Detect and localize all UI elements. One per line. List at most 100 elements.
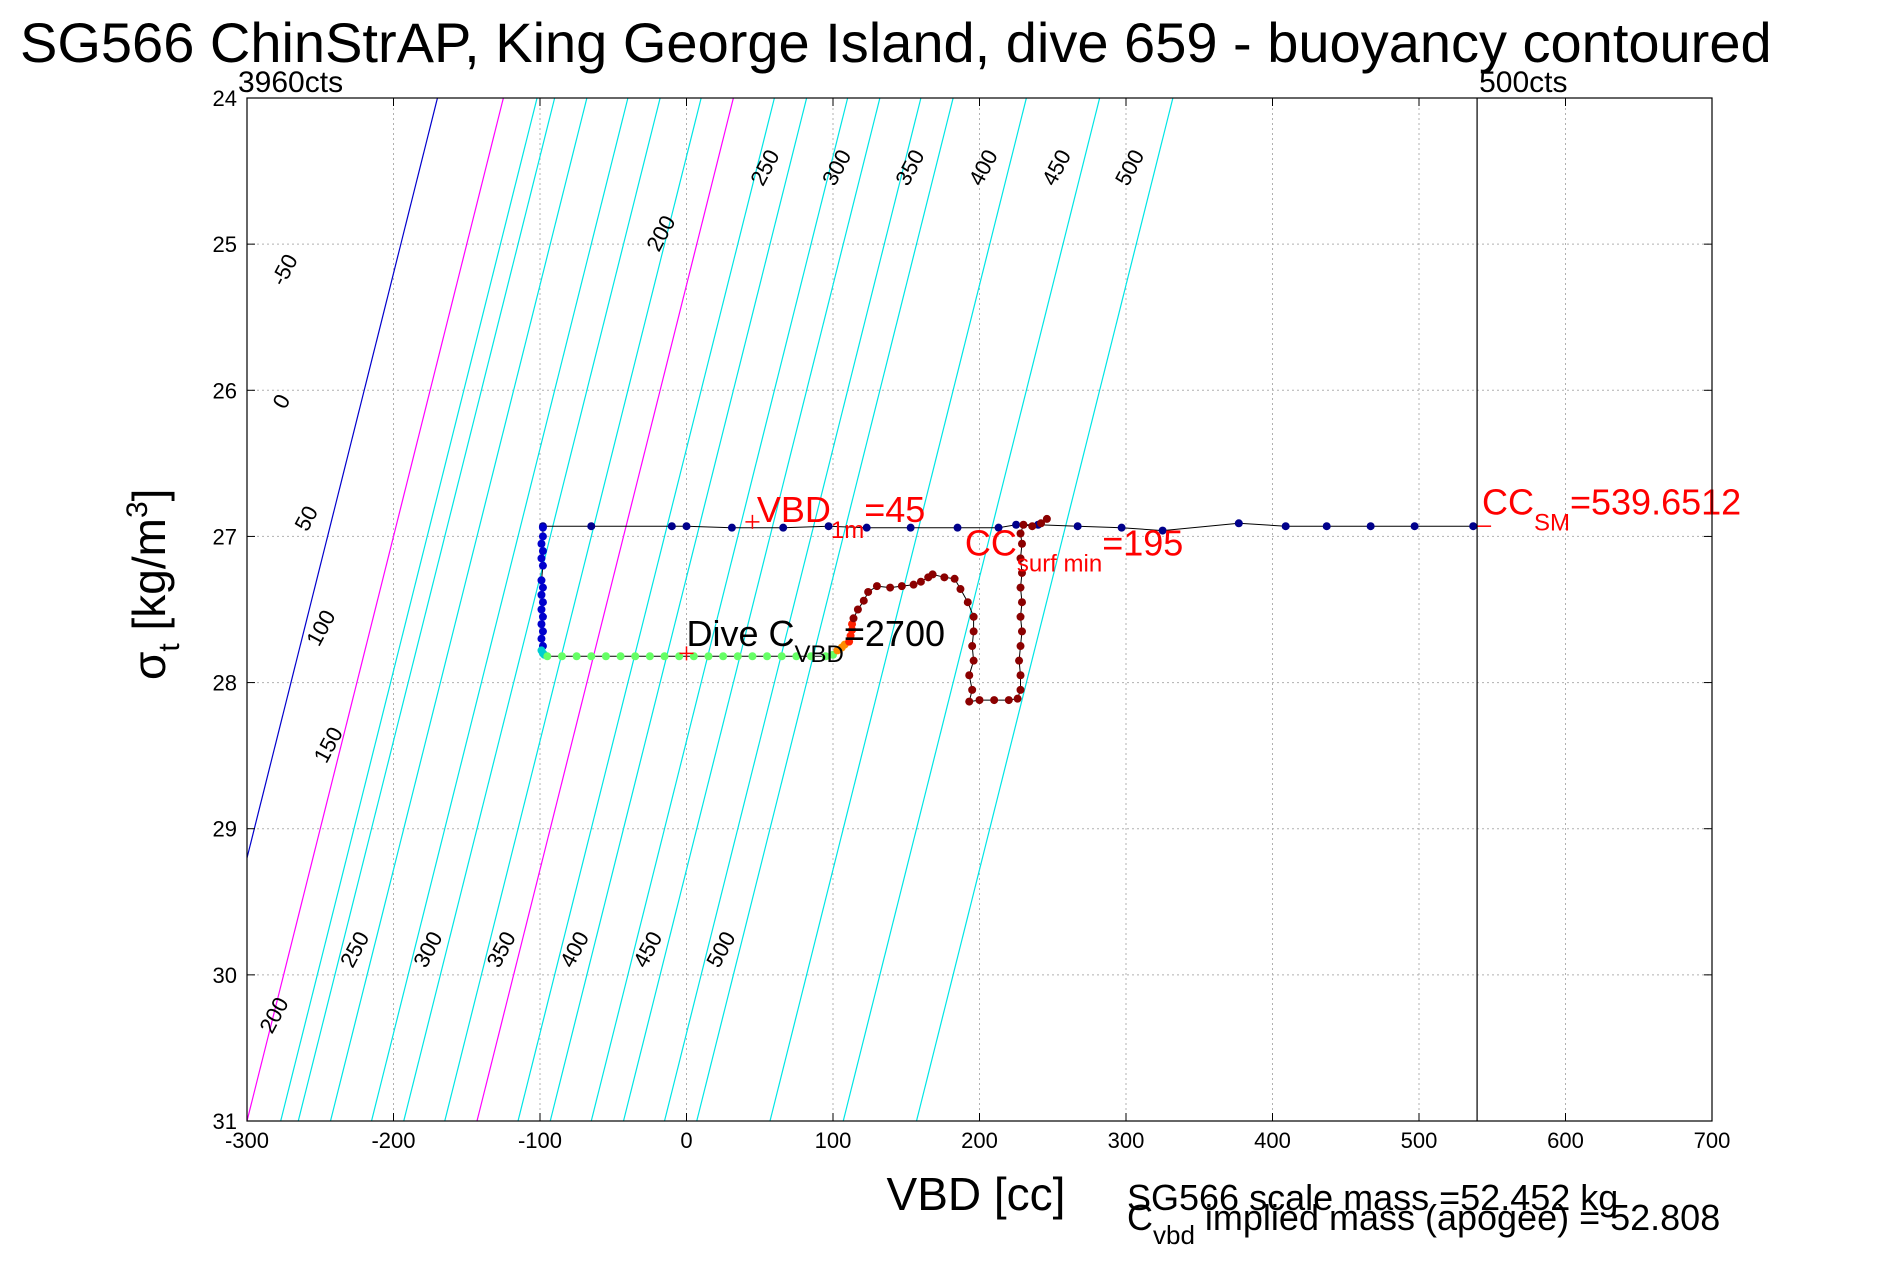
y-axis-unit-sup: 3 [121, 501, 154, 518]
trace-point-apogee_green [748, 652, 757, 661]
trace-point-apogee_green [689, 652, 698, 661]
x-tick-label: 700 [1694, 1128, 1731, 1153]
contour-line-lower-2 [370, 98, 629, 1121]
contour-line-400 [769, 98, 1027, 1121]
grid [247, 98, 1712, 1121]
trace-point-climb_darkred [965, 671, 974, 680]
trace-point-descent_vertical [538, 598, 547, 607]
annotation-value: =45 [864, 489, 925, 530]
trace-point-descent_vertical [538, 612, 547, 621]
trace-point-apogee_green [792, 652, 801, 661]
footer-scale-mass: SG566 scale mass =52.452 kg [1127, 1177, 1618, 1218]
contour-line-lower-0 [247, 98, 504, 1121]
chart-title: SG566 ChinStrAP, King George Island, div… [20, 11, 1772, 74]
trace-point-climb_darkred [1016, 529, 1025, 538]
trace-point-apogee_green [807, 652, 816, 661]
trace-point-surface_descent [906, 523, 915, 532]
trace-point-apogee_green [675, 652, 684, 661]
contour-label: 250 [335, 927, 374, 971]
x-tick-label: 0 [680, 1128, 692, 1153]
trace-point-apogee_green [645, 652, 654, 661]
dive-trace [537, 514, 1478, 706]
contour-label: 200 [641, 211, 680, 255]
trace-point-apogee_green [763, 652, 772, 661]
trace-point-climb_darkred [965, 697, 974, 706]
y-tick-label: 25 [213, 232, 237, 257]
trace-point-apogee_green [821, 652, 830, 661]
trace-point-descent_vertical [538, 583, 547, 592]
x-tick-label: 600 [1547, 1128, 1584, 1153]
trace-point-climb_darkred [975, 696, 984, 705]
annotation-vbd-1m: VBD1m=45 [757, 489, 925, 544]
trace-point-climb_darkred [969, 612, 978, 621]
contour-line-lower-5 [590, 98, 849, 1121]
contour-label: 150 [309, 723, 348, 767]
contour-label: 350 [890, 145, 929, 189]
trace-point-apogee_green [719, 652, 728, 661]
annotation-value: =539.6512 [1570, 482, 1741, 523]
trace-point-surface_descent [1158, 526, 1167, 535]
trace-point-surface_descent [1012, 520, 1021, 529]
footer-implied-text: implied mass (apogee) = 52.808 [1195, 1197, 1720, 1238]
y-axis-sigma: σ [123, 652, 175, 680]
x-axis-label: VBD [cc] [887, 1168, 1066, 1220]
markers [679, 514, 1492, 661]
contour-label: 350 [481, 927, 520, 971]
trace-point-surface_descent [779, 523, 788, 532]
y-tick-label: 29 [213, 817, 237, 842]
trace-point-apogee_green [660, 652, 669, 661]
trace-point-surface_descent [1410, 522, 1419, 531]
trace-point-descent_vertical [538, 561, 547, 570]
x-tick-label: -300 [225, 1128, 269, 1153]
trace-point-climb_darkred [886, 583, 895, 592]
trace-point-surface_descent [994, 523, 1003, 532]
y-axis-label: σt [kg/m3] [121, 489, 186, 680]
counts-label-left: 3960cts [238, 66, 343, 99]
contour-label: 250 [745, 145, 784, 189]
contour-label: 200 [254, 993, 293, 1037]
counts-label-right: 500cts [1479, 66, 1567, 99]
x-tick-label: 500 [1401, 1128, 1438, 1153]
contour-label: 100 [301, 606, 340, 650]
annotation-sub: SM [1534, 510, 1570, 537]
contour-line-150 [403, 98, 661, 1121]
trace-point-climb_darkred [853, 605, 862, 614]
contour-line-300 [622, 98, 881, 1121]
vbd-1m-plus [745, 514, 760, 529]
annotation-cc-surf-min: CCsurf min=195 [965, 522, 1183, 577]
footer-implied-c: C [1127, 1197, 1153, 1238]
annotation-sub: surf min [1017, 550, 1102, 577]
y-axis-unit-close: ] [123, 489, 175, 502]
y-axis-unit: [kg/m [123, 518, 175, 643]
trace-point-apogee_green [616, 652, 625, 661]
trace-point-climb_darkred [968, 685, 977, 694]
trace-point-climb_red [848, 625, 857, 634]
x-tick-label: 300 [1108, 1128, 1145, 1153]
trace-point-climb_darkred [990, 696, 999, 705]
annotation-main: Dive C [687, 613, 795, 654]
buoyancy-contours: -50 0 50 100 150 200 250 300 350 400 450 500 200 250 3… [247, 98, 1174, 1121]
trace-point-climb_darkred [1037, 519, 1046, 528]
trace-point-surface_descent [1073, 522, 1082, 531]
x-tick-label: 400 [1254, 1128, 1291, 1153]
annotation-sub: 1m [831, 517, 864, 544]
trace-point-climb_darkred [969, 627, 978, 636]
trace-point-descent_vertical [537, 576, 546, 585]
trace-point-surface_descent [1117, 523, 1126, 532]
trace-point-surface_descent [587, 522, 596, 531]
trace-point-climb_darkred [940, 573, 949, 582]
trace-point-surface_descent [667, 522, 676, 531]
trace-point-climb_darkred [1028, 522, 1037, 531]
trace-point-surface_descent [1469, 522, 1478, 531]
y-tick-label: 28 [213, 671, 237, 696]
trace-point-apogee_green [587, 652, 596, 661]
annotation-dive-cvbd: Dive CVBD=2700 [687, 613, 946, 668]
trace-point-surface_descent [824, 522, 833, 531]
contour-line-lower-1 [297, 98, 556, 1121]
y-tick-label: 26 [213, 378, 237, 403]
footer-implied-sub: vbd [1153, 1220, 1195, 1250]
trace-point-descent_vertical [537, 539, 546, 548]
trace-point-apogee_green [777, 652, 786, 661]
